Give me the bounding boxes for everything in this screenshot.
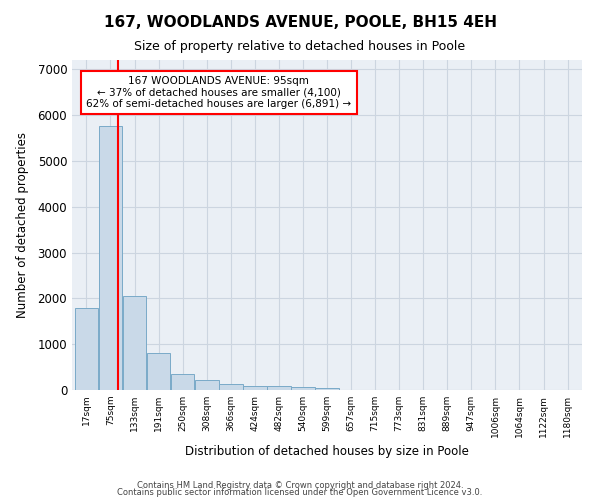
Text: 167 WOODLANDS AVENUE: 95sqm
← 37% of detached houses are smaller (4,100)
62% of : 167 WOODLANDS AVENUE: 95sqm ← 37% of det… — [86, 76, 352, 109]
X-axis label: Distribution of detached houses by size in Poole: Distribution of detached houses by size … — [185, 446, 469, 458]
Bar — [291, 387, 315, 390]
Bar — [243, 386, 266, 390]
Text: Contains public sector information licensed under the Open Government Licence v3: Contains public sector information licen… — [118, 488, 482, 497]
Bar — [171, 374, 194, 390]
Bar — [315, 388, 339, 390]
Text: Contains HM Land Registry data © Crown copyright and database right 2024.: Contains HM Land Registry data © Crown c… — [137, 480, 463, 490]
Bar — [99, 126, 122, 390]
Y-axis label: Number of detached properties: Number of detached properties — [16, 132, 29, 318]
Text: 167, WOODLANDS AVENUE, POOLE, BH15 4EH: 167, WOODLANDS AVENUE, POOLE, BH15 4EH — [104, 15, 497, 30]
Text: Size of property relative to detached houses in Poole: Size of property relative to detached ho… — [134, 40, 466, 53]
Bar — [147, 354, 170, 390]
Bar — [267, 386, 290, 390]
Bar — [195, 380, 218, 390]
Bar — [74, 308, 98, 390]
Bar — [219, 384, 242, 390]
Bar — [123, 296, 146, 390]
